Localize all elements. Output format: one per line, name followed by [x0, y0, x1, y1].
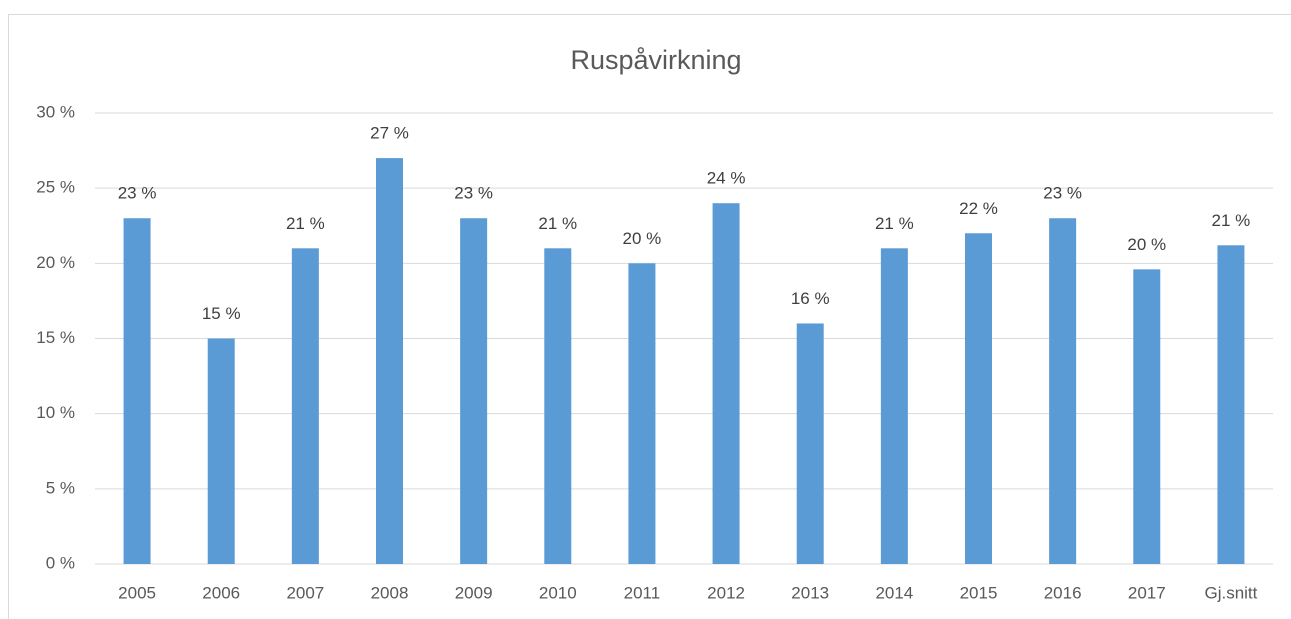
data-label: 21 %	[1212, 211, 1251, 230]
bar	[207, 338, 235, 564]
y-tick-label: 10 %	[36, 403, 75, 422]
bar	[880, 248, 908, 565]
x-tick-label: 2009	[455, 583, 493, 602]
x-tick-label: 2015	[960, 583, 998, 602]
bar	[460, 218, 488, 564]
x-tick-label: Gj.snitt	[1204, 583, 1257, 602]
bar	[796, 323, 824, 564]
bar	[123, 218, 151, 564]
x-tick-label: 2013	[791, 583, 829, 602]
data-label: 20 %	[623, 229, 662, 248]
y-tick-label: 20 %	[36, 253, 75, 272]
data-label: 23 %	[118, 184, 157, 203]
data-label: 20 %	[1127, 235, 1166, 254]
y-tick-label: 5 %	[46, 478, 75, 497]
x-tick-label: 2016	[1044, 583, 1082, 602]
x-tick-label: 2010	[539, 583, 577, 602]
bar	[544, 248, 572, 565]
x-tick-label: 2017	[1128, 583, 1166, 602]
x-tick-label: 2008	[371, 583, 409, 602]
y-tick-label: 0 %	[46, 553, 75, 572]
bar	[628, 263, 656, 564]
data-label: 23 %	[1043, 184, 1082, 203]
x-tick-label: 2011	[624, 583, 661, 602]
data-label: 15 %	[202, 304, 241, 323]
bar	[1049, 218, 1077, 564]
y-tick-label: 25 %	[36, 178, 75, 197]
y-tick-label: 15 %	[36, 328, 75, 347]
data-label: 23 %	[454, 184, 493, 203]
chart-frame	[8, 14, 1291, 619]
data-label: 16 %	[791, 289, 830, 308]
x-tick-label: 2005	[118, 583, 156, 602]
y-tick-label: 30 %	[36, 102, 75, 121]
data-label: 21 %	[538, 214, 577, 233]
data-label: 22 %	[959, 199, 998, 218]
bar	[1217, 245, 1245, 564]
data-label: 21 %	[286, 214, 325, 233]
bar	[291, 248, 319, 565]
x-tick-label: 2007	[286, 583, 324, 602]
bar	[376, 158, 403, 564]
x-tick-label: 2012	[707, 583, 745, 602]
data-label: 24 %	[707, 169, 746, 188]
data-label: 27 %	[370, 124, 409, 143]
bar	[1133, 269, 1161, 564]
data-label: 21 %	[875, 214, 914, 233]
chart-title: Ruspåvirkning	[570, 45, 741, 75]
x-tick-label: 2006	[202, 583, 240, 602]
bar	[965, 233, 992, 564]
x-tick-label: 2014	[875, 583, 913, 602]
bar	[712, 203, 740, 564]
